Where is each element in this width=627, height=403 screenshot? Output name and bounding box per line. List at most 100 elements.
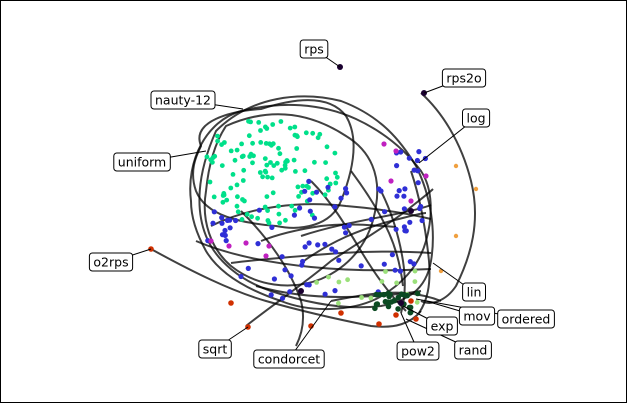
data-point: [221, 191, 227, 196]
data-point: [398, 291, 405, 298]
data-point: [277, 220, 282, 226]
data-point: [210, 220, 216, 226]
tour-path: [410, 170, 431, 314]
data-point: [271, 276, 277, 282]
data-point: [278, 119, 284, 124]
data-point: [388, 178, 394, 184]
data-point: [383, 269, 388, 274]
data-point: [291, 212, 297, 218]
data-point: [245, 265, 251, 271]
data-point: [215, 133, 220, 139]
data-point: [368, 295, 374, 301]
data-point: [322, 291, 328, 297]
data-point: [397, 268, 403, 274]
data-point: [324, 144, 330, 150]
data-point: [311, 215, 318, 221]
data-point: [224, 197, 230, 203]
data-point: [296, 194, 301, 199]
data-point: [395, 306, 401, 312]
tour-path: [380, 190, 406, 314]
label-pow2: pow2: [396, 341, 440, 361]
label-box: [462, 282, 487, 302]
data-point: [204, 154, 210, 160]
label-text: log: [466, 111, 485, 126]
data-point: [240, 197, 245, 202]
data-point: [453, 233, 459, 239]
data-point: [306, 178, 312, 184]
tour-path: [203, 113, 379, 287]
data-point: [264, 194, 270, 200]
data-point: [329, 246, 335, 252]
data-point: [265, 208, 270, 214]
data-point: [234, 147, 240, 153]
data-point: [393, 148, 399, 154]
data-point: [315, 135, 321, 141]
data-point: [473, 186, 479, 192]
data-point: [373, 301, 380, 308]
label-text: rand: [459, 343, 488, 358]
label-text: uniform: [118, 155, 166, 170]
data-point: [411, 261, 417, 267]
data-point: [302, 168, 308, 174]
data-point: [276, 211, 282, 217]
data-point: [211, 194, 217, 200]
data-point: [343, 230, 349, 236]
data-point: [228, 185, 234, 191]
label-boxes: rps rps2o nauty-12 log uniform o2rps lin mov ord…: [88, 39, 555, 369]
label-box: [426, 316, 458, 336]
data-point: [418, 203, 424, 210]
data-point: [268, 160, 273, 165]
label-box: [113, 152, 171, 172]
data-point: [299, 262, 305, 268]
data-point: [332, 150, 338, 156]
data-point: [279, 167, 285, 173]
data-point: [243, 240, 249, 246]
data-point: [323, 160, 328, 166]
data-point: [413, 316, 419, 322]
data-point: [222, 227, 228, 234]
data-point: [333, 180, 339, 186]
data-point: [239, 141, 245, 147]
data-point: [219, 215, 225, 221]
data-point: [250, 140, 256, 146]
data-point: [263, 124, 268, 130]
data-point: [359, 295, 364, 300]
data-point: [396, 188, 402, 194]
data-point: [255, 241, 261, 247]
label-box: [88, 252, 134, 272]
data-point: [341, 224, 347, 230]
data-point: [244, 211, 250, 217]
data-point: [344, 190, 350, 196]
data-point: [293, 169, 298, 174]
label-text: mov: [463, 309, 491, 324]
data-point: [289, 203, 295, 209]
data-point: [262, 204, 268, 210]
data-point: [248, 119, 254, 125]
data-point: [336, 257, 342, 263]
data-point: [235, 194, 240, 200]
data-point: [279, 254, 285, 260]
data-point: [419, 217, 425, 224]
data-point: [241, 167, 247, 173]
data-point: [414, 299, 420, 305]
label-log: log: [462, 108, 491, 128]
tour-path: [240, 210, 305, 347]
data-point: [271, 163, 277, 169]
data-point: [269, 224, 275, 230]
data-point: [282, 165, 288, 171]
data-point: [211, 209, 217, 215]
tour-path: [420, 92, 477, 304]
label-rps: rps: [299, 39, 329, 59]
label-uniform: uniform: [113, 152, 171, 172]
data-point: [262, 168, 268, 174]
data-point: [262, 156, 268, 162]
data-point: [270, 190, 276, 196]
data-point: [295, 184, 301, 190]
data-point: [314, 280, 319, 285]
data-point: [414, 290, 421, 297]
label-text: exp: [431, 319, 454, 334]
label-text: sqrt: [203, 342, 228, 357]
data-point: [300, 183, 306, 189]
data-point: [414, 157, 420, 164]
data-point: [306, 282, 312, 288]
